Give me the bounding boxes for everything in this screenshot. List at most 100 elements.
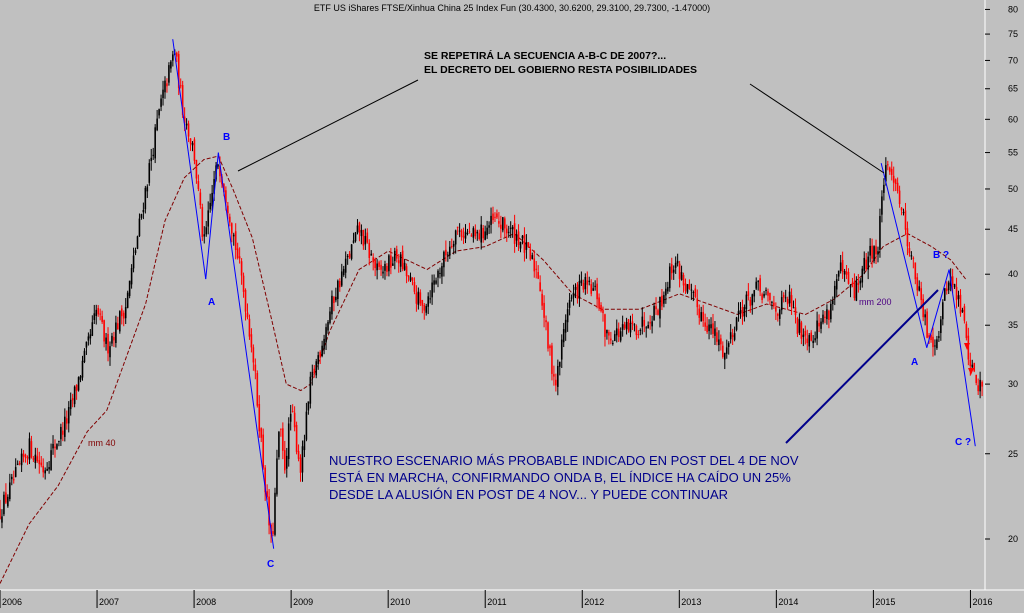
y-tick-label: 20 — [1008, 534, 1018, 544]
candle-body — [743, 307, 746, 317]
wave-line-b-2015 — [926, 269, 950, 348]
candle-body — [56, 444, 58, 449]
candle-body — [119, 311, 121, 332]
candle-body — [425, 306, 428, 313]
candle-body — [462, 235, 465, 238]
candle-body — [653, 305, 655, 321]
wave-label-c-2008: C — [267, 559, 274, 570]
candle-body — [203, 234, 206, 237]
candle-body — [242, 275, 245, 292]
candle-body — [122, 312, 125, 319]
candle-body — [753, 290, 756, 297]
candle-body — [282, 428, 284, 451]
candle-body — [684, 283, 687, 291]
candle-body — [934, 345, 936, 347]
candle-body — [784, 297, 787, 299]
candle-body — [362, 229, 365, 246]
candle-body — [109, 346, 111, 358]
red-arrow-marker — [964, 343, 970, 350]
candle-body — [667, 287, 669, 292]
candle-body — [337, 280, 339, 300]
candle-body — [117, 323, 119, 330]
candle-body — [431, 282, 433, 298]
candle-body — [303, 440, 306, 451]
candle-body — [95, 309, 98, 316]
candle-body — [710, 324, 712, 329]
candle-body — [655, 306, 657, 310]
candle-body — [643, 319, 646, 326]
candle-body — [633, 324, 636, 326]
candle-body — [723, 352, 726, 360]
y-tick-label: 65 — [1008, 84, 1018, 94]
candle-body — [792, 307, 795, 309]
candle-body — [183, 116, 186, 123]
candle-body — [503, 218, 506, 229]
candle-body — [439, 272, 441, 274]
candle-body — [912, 257, 915, 259]
wave-label-a-2008: A — [208, 297, 215, 308]
candle-body — [58, 440, 60, 442]
candle-body — [629, 322, 632, 333]
wave-line-b-2008 — [205, 152, 219, 280]
candle-body — [808, 335, 811, 347]
top-annotation-pointer-right — [749, 83, 885, 174]
candle-body — [672, 269, 675, 273]
candle-body — [246, 312, 249, 318]
candle-body — [894, 179, 897, 184]
candle-body — [580, 279, 583, 284]
candle-body — [7, 496, 9, 507]
candle-body — [598, 297, 600, 309]
moving-average-line — [0, 155, 966, 584]
candle-body — [759, 278, 761, 292]
wave-line-c-2016 — [948, 269, 976, 447]
wave-line-a-2008 — [172, 39, 207, 280]
candle-body — [938, 336, 940, 338]
candle-body — [50, 450, 52, 471]
candle-body — [606, 329, 608, 334]
candle-body — [822, 314, 824, 323]
red-down-arrows — [964, 343, 974, 375]
candle-body — [731, 334, 734, 338]
candle-body — [230, 223, 233, 234]
candle-body — [778, 309, 781, 319]
candle-body — [818, 322, 820, 327]
candle-body — [588, 280, 591, 283]
candle-body — [482, 227, 484, 239]
candle-body — [560, 339, 563, 360]
candle-body — [274, 492, 276, 535]
candle-body — [892, 175, 895, 183]
candle-body — [747, 291, 750, 296]
candle-body — [435, 280, 437, 284]
candle-body — [902, 212, 905, 214]
candle-body — [812, 340, 814, 344]
top-annotation-line-1: SE REPETIRÁ LA SECUENCIA A-B-C DE 2007?.… — [424, 49, 666, 62]
candle-body — [686, 284, 689, 293]
candle-body — [30, 441, 33, 458]
candle-body — [370, 253, 373, 256]
candle-body — [678, 263, 681, 279]
candle-body — [706, 325, 708, 333]
candle-body — [553, 374, 555, 377]
candle-body — [857, 283, 860, 285]
x-tick-label: 2009 — [293, 597, 313, 607]
candle-body — [315, 361, 318, 376]
candle-body — [490, 215, 492, 225]
candle-body — [423, 305, 426, 311]
candle-body — [920, 288, 922, 301]
candle-body — [513, 223, 516, 244]
candle-body — [824, 316, 826, 318]
candle-body — [720, 338, 722, 345]
candle-body — [264, 467, 266, 493]
candle-body — [433, 280, 435, 285]
candle-body — [835, 279, 838, 290]
candle-body — [240, 261, 243, 276]
candle-body — [615, 328, 618, 336]
candle-body — [979, 379, 981, 392]
candle-body — [800, 322, 803, 339]
candle-body — [851, 282, 854, 285]
candle-body — [947, 282, 950, 291]
moving-average-layer — [0, 155, 966, 584]
candle-body — [708, 324, 710, 332]
candle-body — [299, 457, 302, 473]
